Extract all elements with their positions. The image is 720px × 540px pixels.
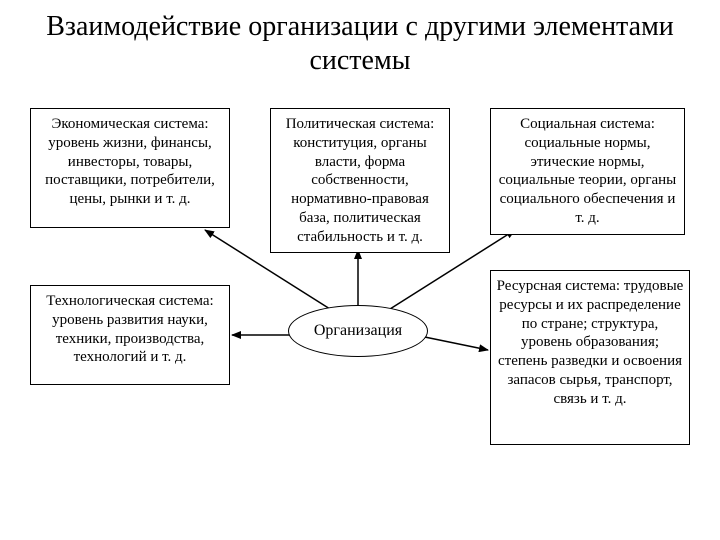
page-title: Взаимодействие организации с другими эле…	[0, 0, 720, 77]
diagram-canvas: Организация Экономическая система: урове…	[0, 90, 720, 540]
node-social: Социальная система: социальные нормы, эт…	[490, 108, 685, 235]
node-resource: Ресурсная система: трудовые ресурсы и их…	[490, 270, 690, 445]
node-economic: Экономическая система: уровень жизни, фи…	[30, 108, 230, 228]
node-technological: Технологическая система: уровень развити…	[30, 285, 230, 385]
center-node-organization: Организация	[288, 305, 428, 357]
node-political: Политическая система: конституция, орган…	[270, 108, 450, 253]
center-node-label: Организация	[314, 322, 402, 340]
